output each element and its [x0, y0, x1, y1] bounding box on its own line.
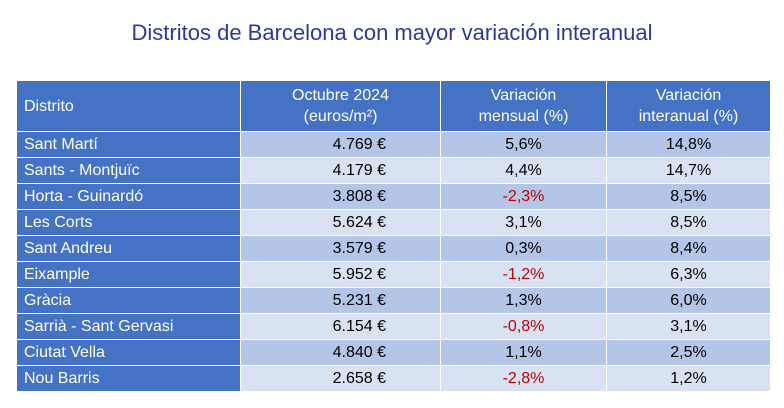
- monthly-variation-cell: 1,1%: [440, 339, 607, 366]
- table-row: Eixample 5.952 € -1,2% 6,3%: [16, 261, 771, 288]
- price-cell: 4.840 €: [240, 339, 441, 366]
- district-cell: Sarrià - Sant Gervasi: [16, 313, 241, 340]
- monthly-variation-cell: -1,2%: [440, 261, 607, 288]
- price-cell: 2.658 €: [240, 365, 441, 392]
- district-cell: Sant Andreu: [16, 235, 241, 262]
- table-body: Sant Martí 4.769 €5,6% 14,8% Sants - Montju…: [16, 131, 771, 392]
- header-price-line2: (euros/m²): [303, 108, 378, 125]
- page-title: Distritos de Barcelona con mayor variaci…: [131, 20, 653, 45]
- price-cell: 3.579 €: [240, 235, 441, 262]
- price-cell: 6.154 €: [240, 313, 441, 340]
- header-yearly-line1: Variación: [655, 87, 722, 104]
- yearly-variation-cell: 3,1%: [606, 313, 771, 340]
- header-yearly-line2: interanual (%): [638, 108, 739, 125]
- monthly-variation-cell: 3,1%: [440, 209, 607, 236]
- table-row: Horta - Guinardó 3.808 € -2,3% 8,5%: [16, 183, 771, 210]
- monthly-variation-cell: 1,3%: [440, 287, 607, 314]
- header-price-line1: Octubre 2024: [292, 87, 389, 104]
- district-cell: Nou Barris: [16, 365, 241, 392]
- price-cell: 5.624 €: [240, 209, 441, 236]
- yearly-variation-cell: 6,3%: [606, 261, 771, 288]
- header-district: Distrito: [16, 80, 241, 132]
- monthly-variation-cell: 4,4%: [440, 157, 607, 184]
- district-cell: Horta - Guinardó: [16, 183, 241, 210]
- yearly-variation-cell: 8,4%: [606, 235, 771, 262]
- table-row: Ciutat Vella 4.840 €1,1% 2,5%: [16, 339, 771, 366]
- yearly-variation-cell: 6,0%: [606, 287, 771, 314]
- header-monthly: Variación mensual (%): [440, 80, 607, 132]
- monthly-variation-cell: -2,3%: [440, 183, 607, 210]
- yearly-variation-cell: 8,5%: [606, 209, 771, 236]
- price-cell: 5.952 €: [240, 261, 441, 288]
- table-row: Sarrià - Sant Gervasi 6.154 € -0,8% 3,1%: [16, 313, 771, 340]
- header-monthly-line1: Variación: [490, 87, 557, 104]
- district-cell: Ciutat Vella: [16, 339, 241, 366]
- header-monthly-line2: mensual (%): [478, 108, 569, 125]
- district-cell: Sant Martí: [16, 131, 241, 158]
- district-cell: Sants - Montjuïc: [16, 157, 241, 184]
- price-cell: 5.231 €: [240, 287, 441, 314]
- table-row: Sant Martí 4.769 €5,6% 14,8%: [16, 131, 771, 158]
- districts-table: Distrito Octubre 2024 (euros/m²) Variaci…: [16, 80, 771, 392]
- monthly-variation-cell: 0,3%: [440, 235, 607, 262]
- yearly-variation-cell: 14,8%: [606, 131, 771, 158]
- header-district-label: Distrito: [24, 97, 74, 115]
- price-cell: 3.808 €: [240, 183, 441, 210]
- table-row: Gràcia 5.231 €1,3% 6,0%: [16, 287, 771, 314]
- yearly-variation-cell: 14,7%: [606, 157, 771, 184]
- monthly-variation-cell: 5,6%: [440, 131, 607, 158]
- yearly-variation-cell: 2,5%: [606, 339, 771, 366]
- monthly-variation-cell: -0,8%: [440, 313, 607, 340]
- monthly-variation-cell: -2,8%: [440, 365, 607, 392]
- district-cell: Les Corts: [16, 209, 241, 236]
- table-row: Nou Barris 2.658 € -2,8% 1,2%: [16, 365, 771, 392]
- price-cell: 4.179 €: [240, 157, 441, 184]
- price-cell: 4.769 €: [240, 131, 441, 158]
- yearly-variation-cell: 1,2%: [606, 365, 771, 392]
- header-price: Octubre 2024 (euros/m²): [240, 80, 441, 132]
- yearly-variation-cell: 8,5%: [606, 183, 771, 210]
- header-yearly: Variación interanual (%): [606, 80, 771, 132]
- table-row: Sant Andreu 3.579 €0,3% 8,4%: [16, 235, 771, 262]
- table-header-row: Distrito Octubre 2024 (euros/m²) Variaci…: [16, 80, 771, 132]
- table-row: Sants - Montjuïc 4.179 €4,4% 14,7%: [16, 157, 771, 184]
- district-cell: Gràcia: [16, 287, 241, 314]
- table-row: Les Corts 5.624 €3,1% 8,5%: [16, 209, 771, 236]
- district-cell: Eixample: [16, 261, 241, 288]
